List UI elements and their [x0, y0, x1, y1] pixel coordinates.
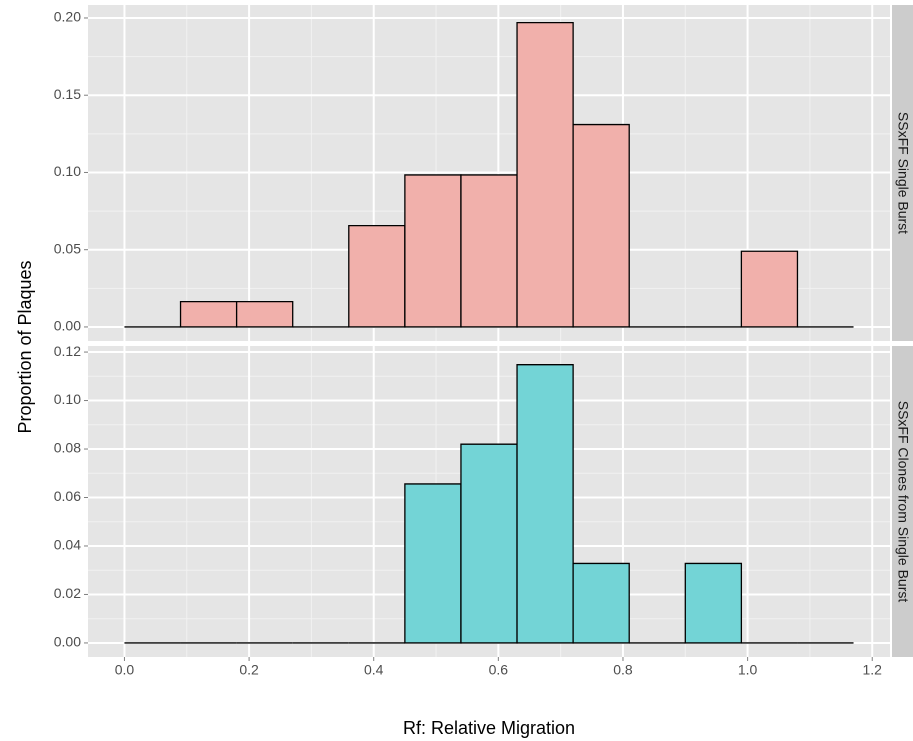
y-tick-label: 0.10	[54, 163, 81, 179]
y-tick-label: 0.20	[54, 9, 81, 25]
histogram-bar	[404, 483, 462, 644]
y-tick-label: 0.02	[54, 585, 81, 601]
strip-background	[892, 5, 913, 341]
x-tick-label: 0.4	[364, 662, 384, 678]
histogram-bar	[460, 174, 518, 328]
y-tick-label: 0.15	[54, 86, 81, 102]
y-tick-label: 0.08	[54, 440, 81, 456]
x-tick-label: 1.2	[863, 662, 883, 678]
y-tick-label: 0.10	[54, 391, 81, 407]
x-tick-label: 0.6	[489, 662, 509, 678]
strip-label: SSxFF Single Burst	[895, 112, 911, 234]
y-tick-label: 0.05	[54, 240, 81, 256]
histogram-bar	[460, 443, 518, 644]
histogram-bar	[740, 250, 799, 328]
x-tick-label: 0.0	[115, 662, 135, 678]
histogram-bar	[179, 300, 238, 328]
histogram-bar	[235, 300, 294, 328]
histogram-bar	[348, 224, 406, 328]
y-axis-title: Proportion of Plaques	[15, 260, 35, 433]
histogram-bar	[516, 21, 574, 328]
y-tick-label: 0.00	[54, 634, 81, 650]
x-axis-title: Rf: Relative Migration	[403, 718, 575, 738]
y-tick-label: 0.00	[54, 318, 81, 334]
y-tick-label: 0.06	[54, 488, 81, 504]
histogram-bar	[572, 123, 630, 328]
y-tick-label: 0.12	[54, 343, 81, 359]
histogram-bar	[516, 364, 574, 644]
y-tick-label: 0.04	[54, 537, 81, 553]
histogram-bar	[404, 174, 462, 328]
x-tick-label: 0.2	[239, 662, 259, 678]
strip-label: SSxFF Clones from Single Burst	[895, 401, 911, 603]
histogram-bar	[684, 562, 743, 644]
strip-background	[892, 346, 913, 657]
x-tick-label: 0.8	[613, 662, 633, 678]
histogram-bar	[572, 562, 630, 644]
x-tick-label: 1.0	[738, 662, 758, 678]
